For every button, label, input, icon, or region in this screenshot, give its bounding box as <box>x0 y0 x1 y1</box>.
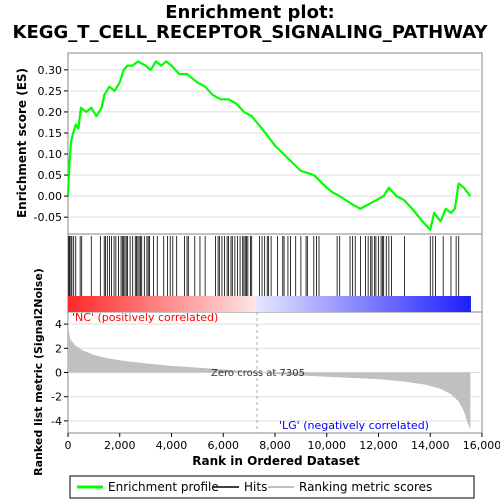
es-panel-frame <box>68 53 482 234</box>
x-tick-label: 0 <box>65 439 72 452</box>
x-ticks: 0 2,000 4,000 6,000 8,000 10,000 12,000 14,000 1… <box>65 433 500 452</box>
x-tick-label: 4,000 <box>156 439 188 452</box>
x-tick-label: 8,000 <box>259 439 291 452</box>
es-tick-label: 0.20 <box>38 106 63 119</box>
es-tick-label: 0.30 <box>38 64 63 77</box>
chart-title-line1: Enrichment plot: <box>165 2 335 23</box>
chart-title-line2: KEGG_T_CELL_RECEPTOR_SIGNALING_PATHWAY <box>13 22 489 43</box>
es-y-axis-label: Enrichment score (ES) <box>15 68 29 218</box>
legend-metric-label: Ranking metric scores <box>299 480 432 494</box>
x-tick-label: 16,000 <box>463 439 500 452</box>
neg-corr-label: 'LG' (negatively correlated) <box>279 419 429 432</box>
metric-tick-label: -4 <box>51 415 62 428</box>
es-y-ticks: -0.05 0.00 0.05 0.10 0.15 0.20 0.25 0.30 <box>34 64 68 224</box>
es-tick-label: 0.05 <box>38 169 63 182</box>
x-tick-label: 14,000 <box>411 439 450 452</box>
metric-tick-label: -2 <box>51 391 62 404</box>
legend-hits-label: Hits <box>244 480 267 494</box>
es-tick-label: 0.25 <box>38 85 63 98</box>
es-tick-label: -0.05 <box>34 211 62 224</box>
x-tick-label: 12,000 <box>359 439 398 452</box>
metric-tick-label: 4 <box>55 318 62 331</box>
x-tick-label: 2,000 <box>104 439 136 452</box>
es-tick-label: 0.15 <box>38 127 63 140</box>
zero-cross-label: Zero cross at 7305 <box>211 368 305 379</box>
pos-corr-label: 'NC' (positively correlated) <box>72 311 218 324</box>
es-tick-label: 0.10 <box>38 148 63 161</box>
legend-profile-label: Enrichment profile <box>108 480 219 494</box>
x-tick-label: 6,000 <box>208 439 240 452</box>
es-tick-label: 0.00 <box>38 190 63 203</box>
metric-tick-label: 2 <box>55 342 62 355</box>
metric-y-axis-label: Ranked list metric (Signal2Noise) <box>32 268 45 476</box>
metric-y-ticks: -4 -2 0 2 4 <box>51 318 68 428</box>
ranked-color-band <box>68 296 471 312</box>
x-tick-label: 10,000 <box>308 439 347 452</box>
band-segment <box>467 296 471 312</box>
metric-tick-label: 0 <box>55 367 62 380</box>
x-axis-label: Rank in Ordered Dataset <box>192 454 360 468</box>
